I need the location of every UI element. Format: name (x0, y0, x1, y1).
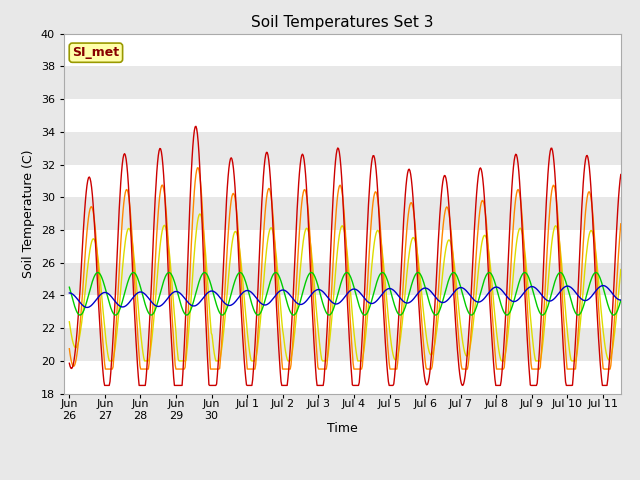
Bar (64, 263, 621, 295)
Bar (64, 230, 621, 263)
Bar (64, 66, 621, 99)
Y-axis label: Soil Temperature (C): Soil Temperature (C) (22, 149, 35, 278)
Bar (64, 328, 621, 361)
X-axis label: Time: Time (327, 422, 358, 435)
Legend: TC3_2Cm, TC3_4Cm, TC3_8Cm, TC3_16Cm, TC3_32Cm: TC3_2Cm, TC3_4Cm, TC3_8Cm, TC3_16Cm, TC3… (96, 473, 589, 480)
Bar (64, 165, 621, 197)
Bar (64, 295, 621, 328)
Bar (64, 197, 621, 230)
Bar (64, 361, 621, 394)
Title: Soil Temperatures Set 3: Soil Temperatures Set 3 (251, 15, 434, 30)
Text: SI_met: SI_met (72, 46, 120, 59)
Bar (64, 99, 621, 132)
Bar (64, 34, 621, 66)
Bar (64, 132, 621, 165)
